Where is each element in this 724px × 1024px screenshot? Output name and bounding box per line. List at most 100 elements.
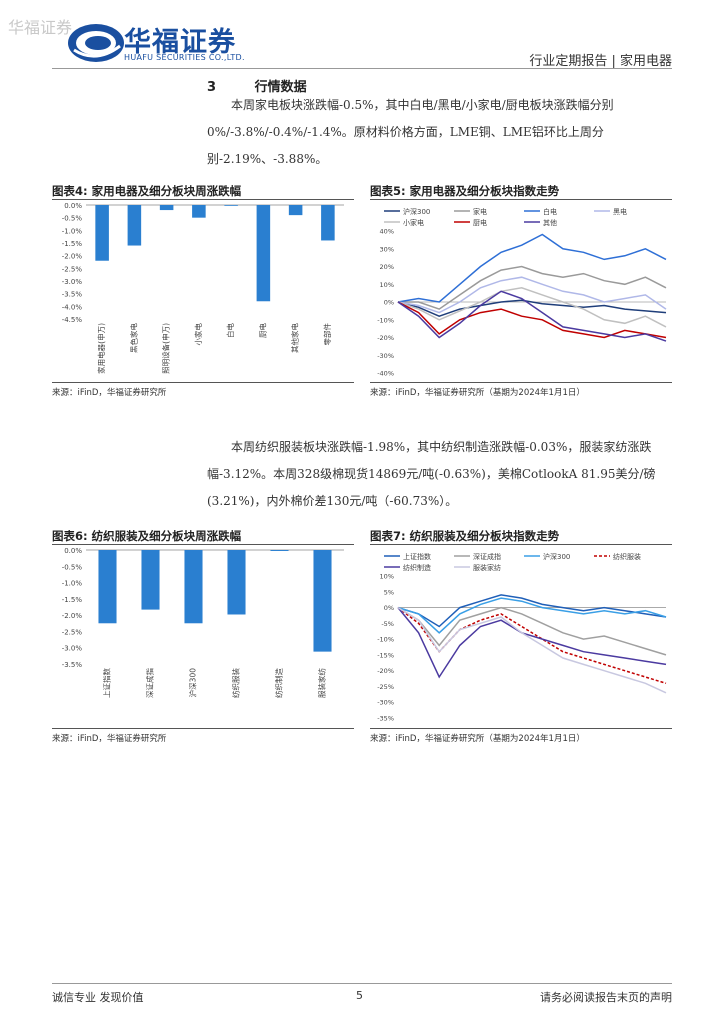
fig7-ytick: 0%: [384, 604, 394, 612]
fig7-legend-label: 纺织制造: [403, 563, 431, 572]
fig7-legend-label: 服装家纺: [473, 563, 501, 572]
fig5-title: 图表5: 家用电器及细分板块指数走势: [370, 184, 560, 198]
fig4-xtick: 黑色家电: [128, 323, 138, 353]
company-logo-icon: [68, 24, 124, 62]
fig4-xtick: 家用电器(申万): [96, 323, 106, 374]
fig4-ytick: -2.5%: [62, 265, 83, 273]
fig5-legend-label: 白电: [543, 207, 557, 216]
fig6-bar: [270, 550, 289, 551]
fig5-ytick: 10%: [380, 281, 394, 289]
fig7-legend-label: 上证指数: [403, 552, 431, 561]
fig7-ytick: -20%: [377, 667, 394, 675]
fig4-ytick: -1.5%: [62, 240, 83, 248]
fig4-bar: [127, 205, 142, 246]
fig5-ytick: 30%: [380, 245, 394, 253]
fig5-top-line: [370, 199, 672, 200]
footer-divider: [52, 983, 672, 984]
fig7-top-line: [370, 544, 672, 545]
fig5-series-line: [397, 299, 667, 318]
fig6-title: 图表6: 纺织服装及细分板块周涨跌幅: [52, 529, 242, 543]
fig5-legend-label: 其他: [543, 218, 557, 227]
fig7-ytick: 10%: [380, 573, 394, 581]
fig6-ytick: -2.5%: [62, 628, 83, 636]
fig5-ytick: -20%: [377, 334, 394, 342]
fig6-chart: 0.0% -0.5% -1.0% -1.5% -2.0% -2.5% -3.0% -3.5% 上…: [62, 547, 344, 698]
fig5-legend-label: 沪深300: [403, 207, 430, 216]
fig6-ytick: -3.5%: [62, 661, 83, 669]
fig5-source: 来源：iFinD，华福证券研究所（基期为2024年1月1日）: [370, 388, 585, 398]
fig4-bottom-line: [52, 382, 354, 383]
fig7-legend-label: 深证成指: [473, 552, 501, 561]
fig4-ytick: 0.0%: [64, 202, 82, 210]
fig4-bar: [288, 205, 303, 216]
fig4-title: 图表4: 家用电器及细分板块周涨跌幅: [52, 184, 242, 198]
fig5-ytick: 40%: [380, 228, 394, 236]
fig5-series-line: [398, 265, 667, 310]
fig6-top-line: [52, 544, 354, 545]
fig4-bar: [224, 205, 238, 206]
fig5-series-line: [397, 290, 667, 342]
fig4-ytick: -3.0%: [62, 278, 83, 286]
paragraph-appliances: 本周家电板块涨跌幅-0.5%，其中白电/黑电/小家电/厨电板块涨跌幅分别0%/-…: [207, 98, 614, 166]
fig6-bottom-line: [52, 728, 354, 729]
fig5-legend-label: 小家电: [403, 218, 424, 227]
fig6-bar: [227, 550, 246, 615]
section-title: 行情数据: [254, 80, 307, 95]
fig7-series-line: [397, 597, 667, 634]
fig5-series-line: [397, 233, 667, 303]
section-number: 3: [207, 80, 217, 95]
fig7-title: 图表7: 纺织服装及细分板块指数走势: [370, 529, 560, 543]
footer-slogan: 诚信专业 发现价值: [52, 991, 144, 1004]
fig7-bottom-line: [370, 728, 672, 729]
fig6-ytick: -3.0%: [62, 645, 83, 653]
fig5-bottom-line: [370, 382, 672, 383]
fig4-xtick: 照明设备(申万): [161, 323, 171, 374]
fig6-xtick: 上证指数: [102, 668, 112, 698]
fig4-ytick: -2.0%: [62, 253, 83, 261]
paragraph-textiles: 本周纺织服装板块涨跌幅-1.98%，其中纺织制造涨跌幅-0.03%，服装家纺涨跌…: [207, 440, 656, 508]
fig5-series-line: [397, 301, 667, 339]
fig6-xtick: 纺织制造: [274, 668, 284, 698]
fig7-ytick: -30%: [377, 699, 394, 707]
fig6-xtick: 纺织服装: [231, 668, 241, 698]
page-number: 5: [356, 989, 363, 1002]
footer-disclaimer: 请务必阅读报告末页的声明: [540, 991, 672, 1004]
fig7-legend-label: 纺织服装: [613, 552, 641, 561]
fig5-series-line: [397, 287, 667, 328]
fig6-bar: [98, 550, 117, 624]
fig4-xtick: 白电: [225, 323, 235, 338]
fig5-legend-label: 家电: [473, 207, 487, 216]
fig4-xtick: 其他家电: [290, 323, 300, 353]
fig4-ytick: -0.5%: [62, 215, 83, 223]
logo-english: HUAFU SECURITIES CO.,LTD.: [124, 53, 245, 62]
fig6-xtick: 沪深300: [188, 668, 198, 698]
fig6-ytick: -1.5%: [62, 596, 83, 604]
fig4-ytick: -4.0%: [62, 303, 83, 311]
fig4-source: 来源：iFinD，华福证券研究所: [52, 388, 167, 398]
fig7-ytick: 5%: [384, 588, 394, 596]
fig5-ytick: -30%: [377, 352, 394, 360]
header-divider: [52, 68, 672, 69]
fig7-series-line: [397, 606, 667, 694]
fig6-source: 来源：iFinD，华福证券研究所: [52, 734, 167, 744]
logo-chinese: 华福证券: [124, 27, 236, 58]
fig6-ytick: -1.0%: [62, 580, 83, 588]
fig6-ytick: 0.0%: [64, 547, 82, 555]
fig7-source: 来源：iFinD，华福证券研究所（基期为2024年1月1日）: [370, 734, 585, 744]
report-type: 行业定期报告 | 家用电器: [529, 54, 672, 69]
fig6-ytick: -0.5%: [62, 563, 83, 571]
fig4-ytick: -4.5%: [62, 316, 83, 324]
fig4-xtick: 零部件: [322, 323, 332, 346]
section-heading: 3 行情数据: [207, 76, 307, 95]
fig5-series-line: [397, 276, 667, 314]
fig5-ytick: 20%: [380, 263, 394, 271]
fig5-ytick: 0%: [384, 299, 394, 307]
fig7-series-line: [397, 606, 667, 656]
fig4-xtick: 厨电: [257, 323, 267, 338]
watermark: 华福证券: [8, 18, 73, 37]
fig5-ytick: -10%: [377, 316, 394, 324]
fig5-legend-label: 黑电: [613, 207, 627, 216]
fig6-xtick: 深证成指: [145, 668, 155, 698]
